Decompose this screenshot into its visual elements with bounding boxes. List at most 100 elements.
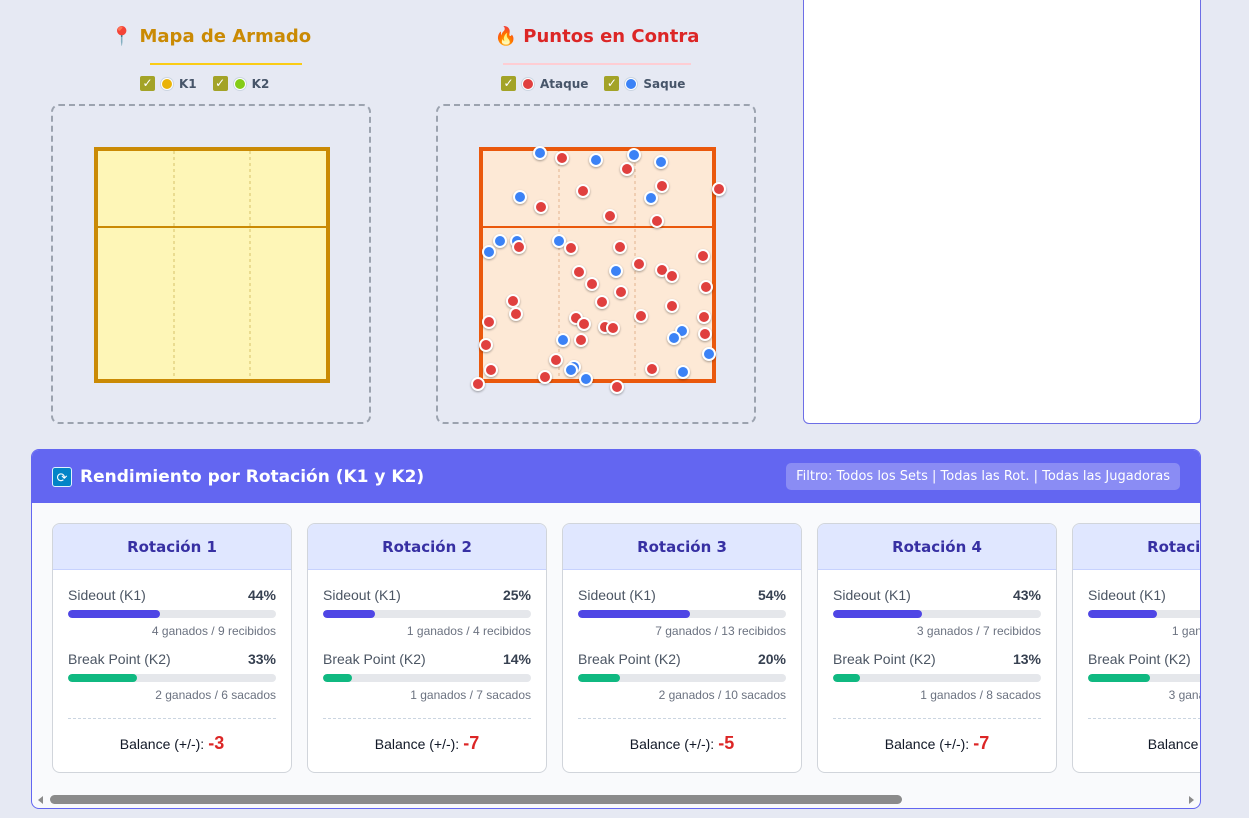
rotation-cards-scroller[interactable]: Rotación 1 Sideout (K1) 44% 4 ganados / 9… [52, 523, 1200, 773]
breakpoint-label: Break Point (K2) [68, 651, 171, 667]
ataque-point [549, 353, 563, 367]
card-divider [323, 718, 531, 719]
checkbox-checked-icon[interactable]: ✓ [140, 76, 155, 91]
breakpoint-label: Break Point (K2) [578, 651, 681, 667]
checkbox-checked-icon[interactable]: ✓ [212, 76, 228, 91]
checkbox-checked-icon[interactable]: ✓ [604, 76, 620, 91]
card-divider [68, 718, 276, 719]
horizontal-scrollbar[interactable] [32, 792, 1200, 808]
ataque-point [555, 151, 569, 165]
ataque-point [506, 294, 520, 308]
saque-point [579, 372, 593, 386]
ataque-point [482, 315, 496, 329]
breakpoint-bar-fill [323, 674, 353, 682]
checkbox-checked-icon[interactable]: ✓ [501, 76, 516, 91]
ataque-color-dot [522, 77, 534, 90]
saque-point [609, 264, 623, 278]
sideout-label: Sideout (K1) [323, 587, 401, 603]
legend-k1-toggle[interactable]: ✓ K1 [140, 76, 197, 91]
saque-point [533, 146, 547, 160]
sideout-pct: 44% [247, 587, 276, 603]
breakpoint-sub: 3 ganados / 10 sacados [1168, 688, 1200, 702]
sideout-bar [578, 610, 786, 618]
breakpoint-label: Break Point (K2) [833, 651, 936, 667]
breakpoint-bar-fill [578, 674, 620, 682]
ataque-point [479, 338, 493, 352]
balance: Balance (+/-): -7 [884, 733, 990, 753]
mapa-armado-title: 📍 Mapa de Armado [110, 26, 312, 47]
sideout-bar-fill [1088, 610, 1157, 618]
legend-saque-toggle[interactable]: ✓ Saque [604, 76, 685, 91]
filter-badge: Filtro: Todos los Sets | Todas las Rot. … [786, 463, 1180, 490]
breakpoint-bar [833, 674, 1041, 682]
ataque-point [595, 295, 609, 309]
scroll-left-arrow-icon[interactable] [38, 796, 43, 804]
rotation-card-title: Rotación 4 [818, 524, 1056, 570]
rotation-card: Rotación 3 Sideout (K1) 54% 7 ganados / 1… [562, 523, 802, 773]
legend-ataque-toggle[interactable]: ✓ Ataque [501, 76, 588, 91]
balance: Balance (+/-): -5 [629, 733, 735, 753]
sideout-label: Sideout (K1) [68, 587, 146, 603]
ataque-point [512, 240, 526, 254]
k1-color-dot [161, 77, 173, 90]
sideout-pct: 25% [502, 587, 531, 603]
ataque-point [650, 214, 664, 228]
rotation-card: Rotación 1 Sideout (K1) 44% 4 ganados / 9… [52, 523, 292, 773]
scroll-thumb[interactable] [50, 795, 902, 804]
ataque-point [538, 370, 552, 384]
saque-point [513, 190, 527, 204]
sideout-bar-fill [323, 610, 375, 618]
saque-point [667, 331, 681, 345]
ataque-point [576, 184, 590, 198]
sideout-bar [833, 610, 1041, 618]
sideout-bar [68, 610, 276, 618]
breakpoint-sub: 1 ganados / 8 sacados [920, 688, 1041, 702]
scroll-right-arrow-icon[interactable] [1189, 796, 1194, 804]
breakpoint-bar-fill [68, 674, 137, 682]
sideout-pct: 54% [757, 587, 786, 603]
right-panel [803, 0, 1201, 424]
saque-point [627, 148, 641, 162]
breakpoint-sub: 2 ganados / 6 sacados [155, 688, 276, 702]
sideout-label: Sideout (K1) [833, 587, 911, 603]
saque-point [676, 365, 690, 379]
sideout-sub: 4 ganados / 9 recibidos [151, 624, 276, 638]
ataque-point [620, 162, 634, 176]
rotate-icon: ⟳ [52, 466, 72, 487]
breakpoint-pct: 13% [1012, 651, 1041, 667]
ataque-point [632, 257, 646, 271]
sideout-sub: 7 ganados / 13 recibidos [655, 624, 786, 638]
armado-court-frame [51, 104, 371, 424]
ataque-point [509, 307, 523, 321]
breakpoint-sub: 1 ganados / 7 sacados [410, 688, 531, 702]
breakpoint-bar-fill [833, 674, 861, 682]
pin-icon: 📍 [110, 26, 134, 47]
balance: Balance (+/-): -7 [374, 733, 480, 753]
saque-color-dot [625, 77, 638, 90]
breakpoint-label: Break Point (K2) [1088, 651, 1191, 667]
rotation-card-title: Rotación 1 [53, 524, 291, 570]
ataque-point [698, 327, 712, 341]
puntos-contra-title: 🔥 Puntos en Contra [494, 26, 700, 47]
saque-point [552, 234, 566, 248]
breakpoint-bar [1088, 674, 1200, 682]
balance: Balance (+/-): [1147, 736, 1200, 752]
armado-legend: ✓ K1 ✓ K2 [140, 76, 279, 91]
rotacion-section: ⟳ Rendimiento por Rotación (K1 y K2) Fil… [31, 449, 1201, 809]
ataque-point [574, 333, 588, 347]
rotation-card: Rotación 5 Sideout (K1) 1 ganados / 3 re… [1072, 523, 1200, 773]
ataque-point [564, 241, 578, 255]
contra-court[interactable] [479, 147, 716, 383]
fire-icon: 🔥 [494, 26, 518, 47]
armado-court[interactable] [94, 147, 330, 383]
ataque-point [712, 182, 726, 196]
k2-color-dot [233, 77, 246, 90]
ataque-point [610, 380, 624, 394]
sideout-bar [1088, 610, 1200, 618]
legend-k2-toggle[interactable]: ✓ K2 [212, 76, 269, 91]
sideout-sub: 3 ganados / 7 recibidos [916, 624, 1041, 638]
ataque-point [606, 321, 620, 335]
saque-point [654, 155, 668, 169]
contra-court-lines [483, 151, 712, 379]
ataque-point [614, 285, 628, 299]
